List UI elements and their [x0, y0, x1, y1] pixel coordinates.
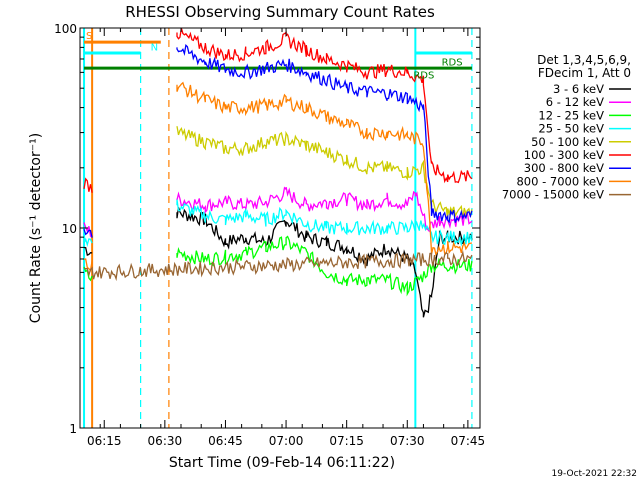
legend-entry: 300 - 800 keV: [524, 161, 604, 175]
annotation-label: S: [86, 31, 92, 42]
series-line: [176, 126, 473, 220]
series-line: [83, 250, 473, 282]
series-line: [83, 207, 473, 318]
annotation-label: N: [151, 43, 158, 54]
series-line: [83, 199, 473, 248]
series-line: [83, 28, 473, 193]
legend-entry: 50 - 100 keV: [531, 135, 604, 149]
legend-header: Det 1,3,4,5,6,9,: [537, 53, 631, 67]
series-line: [83, 44, 473, 238]
y-tick-label: 100: [54, 22, 77, 36]
legend-entry: 12 - 25 keV: [538, 108, 604, 122]
x-tick-label: 06:30: [148, 434, 183, 448]
legend-header: FDecim 1, Att 0: [538, 66, 631, 80]
x-tick-label: 06:15: [87, 434, 122, 448]
x-axis-label: Start Time (09-Feb-14 06:11:22): [169, 455, 395, 471]
chart-title: RHESSI Observing Summary Count Rates: [125, 3, 435, 21]
legend: Det 1,3,4,5,6,9,FDecim 1, Att 0 3 - 6 keV…: [502, 53, 631, 202]
annotations: S N RDS RDS: [86, 31, 463, 81]
series-lines: [83, 28, 473, 318]
x-tick-label: 07:45: [451, 434, 486, 448]
legend-entry: 100 - 300 keV: [524, 148, 604, 162]
series-line: [83, 81, 472, 272]
x-tick-label: 07:00: [269, 434, 304, 448]
legend-entry: 6 - 12 keV: [546, 95, 604, 109]
legend-entry: 7000 - 15000 keV: [502, 188, 604, 202]
legend-entry: 800 - 7000 keV: [516, 174, 604, 188]
annotation-label: RDS: [413, 70, 434, 81]
annotation-label: RDS: [442, 57, 463, 68]
x-tick-label: 06:45: [208, 434, 243, 448]
y-tick-label: 10: [62, 222, 77, 236]
y-axis-label: Count Rate (s⁻¹ detector⁻¹): [28, 133, 44, 323]
legend-entry: 3 - 6 keV: [553, 82, 604, 96]
x-tick-label: 07:15: [329, 434, 364, 448]
series-line: [83, 186, 473, 238]
axes: 1 10 100 06:15 06:30 06:45 07:00 07:15 07:30 07:4…: [54, 22, 485, 448]
legend-entry: 25 - 50 keV: [538, 122, 604, 136]
y-tick-label: 1: [69, 422, 77, 436]
footer-date: 19-Oct-2021 22:32: [552, 469, 637, 479]
level-lines: [84, 40, 472, 70]
x-tick-label: 07:30: [390, 434, 425, 448]
